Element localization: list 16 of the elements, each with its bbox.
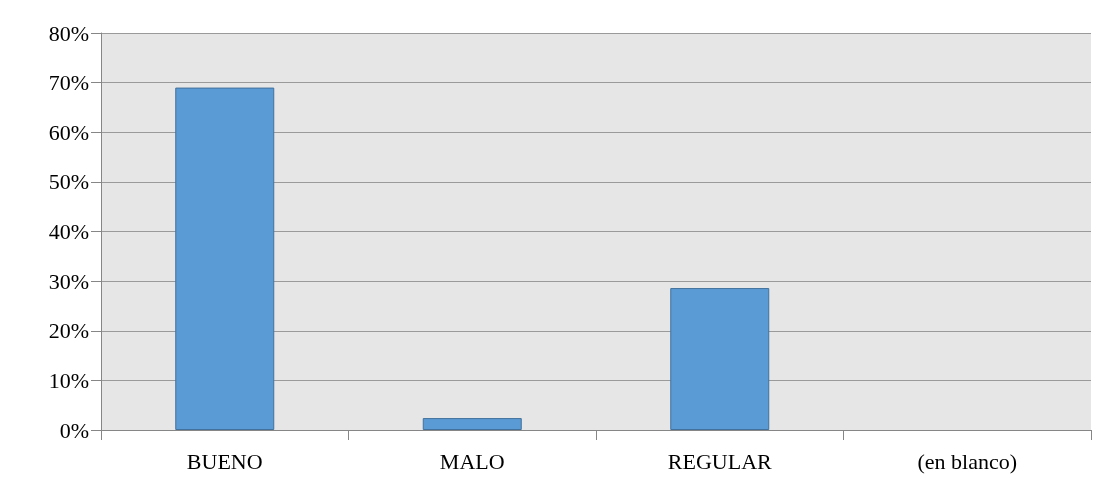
y-tick-label: 20% (48, 318, 89, 344)
bar (422, 418, 522, 430)
y-tick-label: 60% (48, 119, 89, 145)
bar (175, 87, 275, 430)
y-tick-label: 70% (48, 70, 89, 96)
y-tick-label: 80% (48, 20, 89, 46)
bar (670, 288, 770, 430)
y-tick-label: 10% (48, 367, 89, 393)
x-tick-label: MALO (439, 448, 505, 474)
y-tick-label: 30% (48, 268, 89, 294)
y-tick-label: 0% (59, 417, 89, 443)
x-tick-label: BUENO (186, 448, 263, 474)
x-tick-label: (en blanco) (917, 448, 1018, 474)
y-tick-label: 40% (48, 219, 89, 244)
y-tick-label: 50% (48, 169, 89, 195)
x-tick-label: REGULAR (667, 448, 773, 474)
